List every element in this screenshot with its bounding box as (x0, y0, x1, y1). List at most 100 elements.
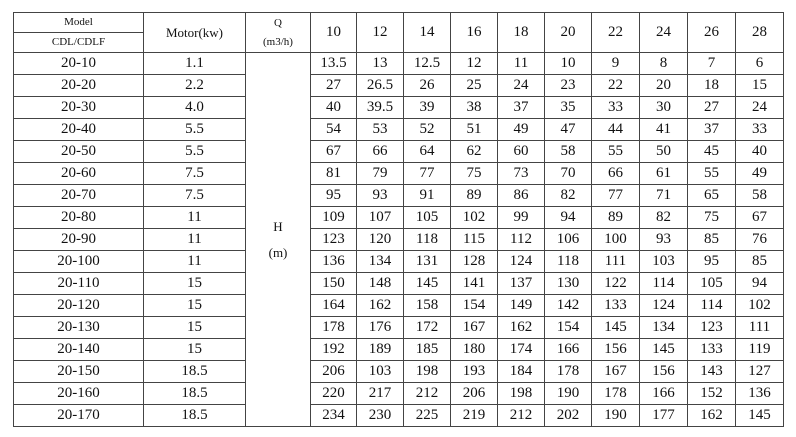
head-value-cell: 111 (591, 250, 640, 273)
motor-cell: 11 (143, 228, 246, 251)
head-value-cell: 33 (591, 96, 640, 119)
head-value-cell: 24 (497, 74, 545, 97)
head-value-cell: 12.5 (403, 52, 451, 75)
model-cell: 20-110 (13, 272, 144, 295)
head-value-cell: 103 (639, 250, 688, 273)
flow-column-header: 26 (687, 12, 736, 53)
head-value-cell: 13 (356, 52, 404, 75)
head-value-cell: 142 (544, 294, 592, 317)
head-value-cell: 67 (735, 206, 784, 229)
head-value-cell: 178 (544, 360, 592, 383)
head-value-cell: 71 (639, 184, 688, 207)
model-cell: 20-60 (13, 162, 144, 185)
head-value-cell: 60 (497, 140, 545, 163)
head-value-cell: 82 (639, 206, 688, 229)
head-value-cell: 26.5 (356, 74, 404, 97)
head-value-cell: 67 (310, 140, 357, 163)
flow-label: Q (274, 16, 282, 29)
head-value-cell: 193 (450, 360, 498, 383)
head-value-cell: 73 (497, 162, 545, 185)
head-value-cell: 47 (544, 118, 592, 141)
pump-performance-table: Model Motor(kw) Q (m3/h) 10 12 14 16 18 20 22 2… (13, 12, 784, 427)
motor-header: Motor(kw) (143, 12, 246, 53)
head-value-cell: 219 (450, 404, 498, 427)
table-row: 20-150 18.5 206 103 198 193 184 178 167 156 143 127 (13, 360, 784, 383)
head-value-cell: 105 (687, 272, 736, 295)
motor-cell: 11 (143, 206, 246, 229)
model-cell: 20-130 (13, 316, 144, 339)
head-value-cell: 114 (687, 294, 736, 317)
head-value-cell: 154 (450, 294, 498, 317)
head-value-cell: 118 (544, 250, 592, 273)
head-value-cell: 27 (310, 74, 357, 97)
head-value-cell: 158 (403, 294, 451, 317)
head-value-cell: 107 (356, 206, 404, 229)
table-row: 20-40 5.5 54 53 52 51 49 47 44 41 37 33 (13, 118, 784, 141)
motor-cell: 5.5 (143, 118, 246, 141)
motor-cell: 15 (143, 272, 246, 295)
head-value-cell: 35 (544, 96, 592, 119)
head-value-cell: 52 (403, 118, 451, 141)
table-row: 20-90 11 123 120 118 115 112 106 100 93 85 76 (13, 228, 784, 251)
head-value-cell: 55 (591, 140, 640, 163)
head-value-cell: 89 (450, 184, 498, 207)
head-value-cell: 44 (591, 118, 640, 141)
head-value-cell: 172 (403, 316, 451, 339)
head-value-cell: 8 (639, 52, 688, 75)
head-value-cell: 150 (310, 272, 357, 295)
head-value-cell: 124 (639, 294, 688, 317)
head-value-cell: 164 (310, 294, 357, 317)
head-value-cell: 99 (497, 206, 545, 229)
flow-header: Q (m3/h) (245, 12, 311, 53)
head-value-cell: 58 (735, 184, 784, 207)
head-value-cell: 124 (497, 250, 545, 273)
head-value-cell: 134 (356, 250, 404, 273)
motor-cell: 1.1 (143, 52, 246, 75)
head-value-cell: 212 (403, 382, 451, 405)
head-value-cell: 137 (497, 272, 545, 295)
head-value-cell: 39.5 (356, 96, 404, 119)
header-row: Model Motor(kw) Q (m3/h) 10 12 14 16 18 20 22 2… (13, 12, 784, 53)
head-value-cell: 45 (687, 140, 736, 163)
head-value-cell: 145 (403, 272, 451, 295)
head-value-cell: 54 (310, 118, 357, 141)
head-value-cell: 40 (735, 140, 784, 163)
head-value-cell: 133 (687, 338, 736, 361)
head-value-cell: 123 (687, 316, 736, 339)
head-value-cell: 178 (591, 382, 640, 405)
head-value-cell: 27 (687, 96, 736, 119)
head-value-cell: 62 (450, 140, 498, 163)
model-cell: 20-30 (13, 96, 144, 119)
head-value-cell: 49 (735, 162, 784, 185)
head-value-cell: 190 (591, 404, 640, 427)
head-value-cell: 66 (356, 140, 404, 163)
head-value-cell: 94 (735, 272, 784, 295)
model-cell: 20-90 (13, 228, 144, 251)
head-value-cell: 192 (310, 338, 357, 361)
head-value-cell: 93 (356, 184, 404, 207)
table-row: 20-50 5.5 67 66 64 62 60 58 55 50 45 40 (13, 140, 784, 163)
motor-cell: 7.5 (143, 162, 246, 185)
flow-column-header: 20 (544, 12, 592, 53)
head-value-cell: 206 (450, 382, 498, 405)
head-value-cell: 51 (450, 118, 498, 141)
head-value-cell: 230 (356, 404, 404, 427)
head-value-cell: 64 (403, 140, 451, 163)
model-cell: 20-140 (13, 338, 144, 361)
motor-cell: 4.0 (143, 96, 246, 119)
flow-column-header: 28 (735, 12, 784, 53)
head-value-cell: 89 (591, 206, 640, 229)
head-value-cell: 77 (591, 184, 640, 207)
head-value-cell: 174 (497, 338, 545, 361)
head-value-cell: 220 (310, 382, 357, 405)
head-value-cell: 94 (544, 206, 592, 229)
flow-column-header: 22 (591, 12, 640, 53)
head-value-cell: 70 (544, 162, 592, 185)
head-value-cell: 156 (639, 360, 688, 383)
head-value-cell: 65 (687, 184, 736, 207)
head-value-cell: 167 (591, 360, 640, 383)
model-subheader: CDL/CDLF (13, 32, 144, 53)
head-value-cell: 102 (735, 294, 784, 317)
head-value-cell: 177 (639, 404, 688, 427)
head-value-cell: 75 (450, 162, 498, 185)
